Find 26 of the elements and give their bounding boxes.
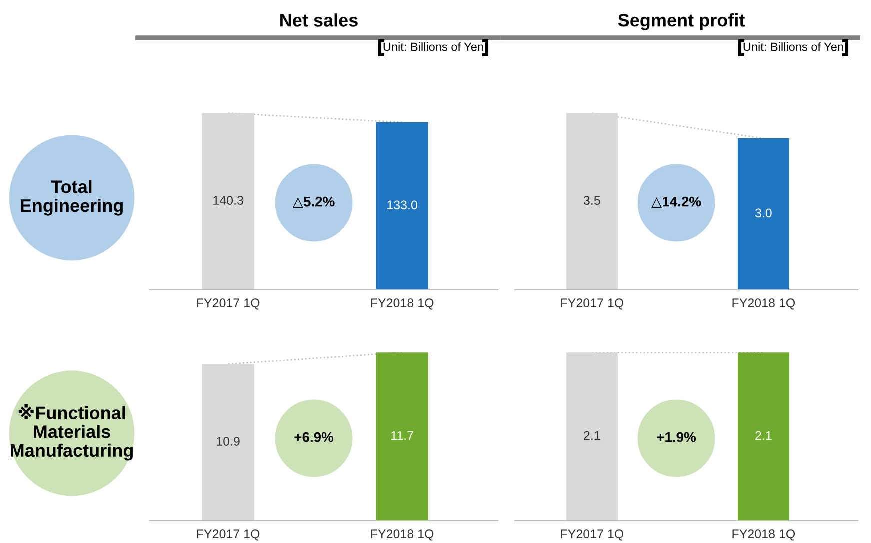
x-tick-label: FY2018 1Q: [732, 530, 796, 541]
data-label: 11.7: [392, 431, 414, 440]
x-tick-label: FY2017 1Q: [197, 298, 260, 310]
text: ※Functional Materials Manufacturing: [11, 404, 133, 461]
annotation: +1.9%: [657, 432, 696, 442]
data-label: 133.0: [388, 200, 418, 210]
chart-title: Segment profit: [618, 14, 745, 30]
chart-subtitle: Unit: Billions of Yen: [744, 42, 844, 52]
x-tick-label: FY2017 1Q: [561, 530, 624, 541]
x-tick-label: FY2018 1Q: [371, 530, 434, 541]
data-label: 3.0: [755, 208, 772, 218]
text: Total Engineering: [21, 180, 123, 216]
data-label: 2.1: [756, 431, 772, 440]
chart-subtitle: Unit: Billions of Yen: [384, 42, 484, 52]
data-label: 140.3: [214, 196, 244, 206]
annotation: △14.2%: [652, 196, 702, 208]
data-label: 3.5: [584, 196, 600, 206]
x-tick-label: FY2017 1Q: [197, 530, 260, 541]
x-tick-label: FY2018 1Q: [371, 298, 434, 310]
x-tick-label: FY2017 1Q: [561, 298, 624, 310]
chart-title: Net sales: [280, 14, 358, 27]
data-label: 10.9: [217, 437, 240, 446]
annotation: +6.9%: [294, 432, 334, 442]
data-label: 2.1: [584, 431, 600, 440]
annotation: △5.2%: [292, 196, 335, 208]
x-tick-label: FY2018 1Q: [732, 298, 796, 310]
